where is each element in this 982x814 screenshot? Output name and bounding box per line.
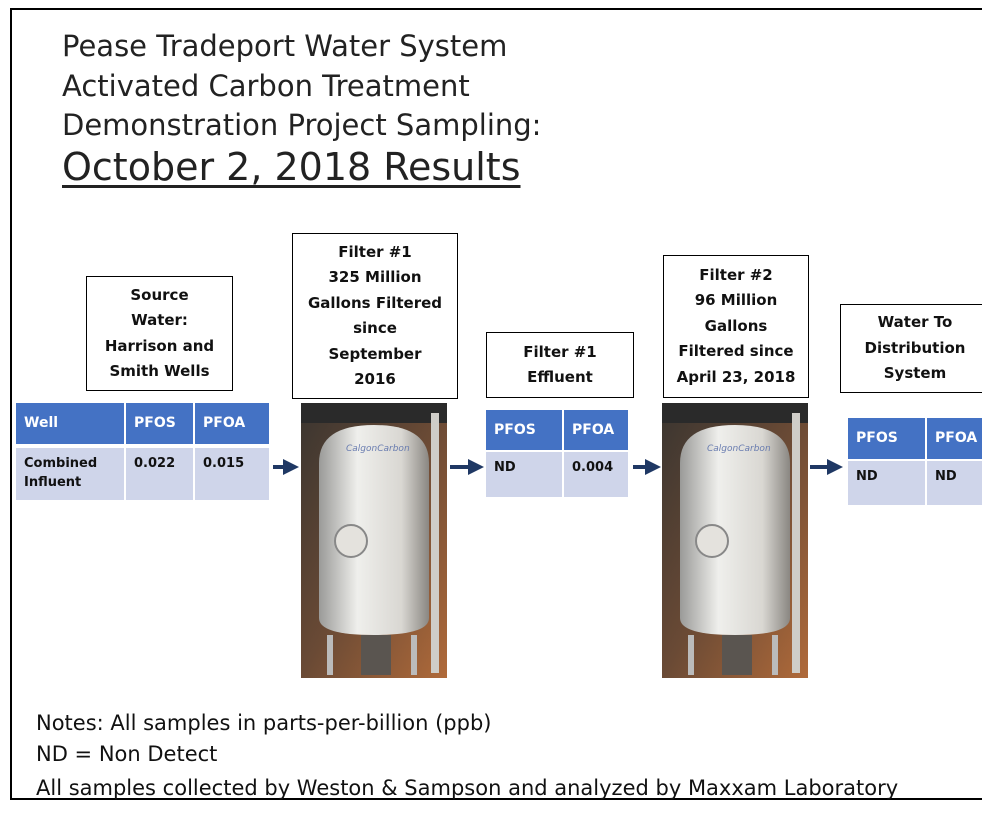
table-cell: ND bbox=[486, 452, 562, 497]
table-header-cell: PFOS bbox=[486, 410, 562, 450]
table-cell: Combined Influent bbox=[16, 448, 124, 500]
label-line: September bbox=[329, 342, 422, 368]
label-line: Water To bbox=[878, 310, 953, 336]
table-header-cell: PFOA bbox=[195, 403, 269, 444]
note-line: Notes: All samples in parts-per-billion … bbox=[36, 713, 491, 734]
title-line: Demonstration Project Sampling: bbox=[62, 111, 541, 140]
filter-photo bbox=[662, 403, 808, 678]
label-line: Smith Wells bbox=[109, 359, 209, 385]
table-cell: 0.004 bbox=[564, 452, 628, 497]
label-line: Effluent bbox=[527, 365, 593, 391]
label-line: 96 Million bbox=[695, 288, 778, 314]
filter-photo bbox=[301, 403, 447, 678]
label-line: Filter #2 bbox=[699, 263, 773, 289]
label-line: Filter #1 bbox=[338, 240, 412, 266]
label-line: Water: bbox=[131, 308, 188, 334]
label-line: 2016 bbox=[354, 367, 396, 393]
label-line: Filtered since bbox=[678, 339, 793, 365]
title-line: Activated Carbon Treatment bbox=[62, 72, 470, 101]
label-line: Gallons Filtered bbox=[308, 291, 442, 317]
table-header-cell: PFOS bbox=[126, 403, 193, 444]
title-line: Pease Tradeport Water System bbox=[62, 32, 507, 61]
table-header-cell: Well bbox=[16, 403, 124, 444]
table-header-cell: PFOS bbox=[848, 418, 925, 459]
label-line: System bbox=[884, 361, 946, 387]
table-header-cell: PFOA bbox=[564, 410, 628, 450]
label-line: 325 Million bbox=[328, 265, 421, 291]
note-line: ND = Non Detect bbox=[36, 744, 217, 765]
table-cell: ND bbox=[927, 461, 982, 505]
label-line: Source bbox=[130, 283, 188, 309]
label-line: April 23, 2018 bbox=[677, 365, 796, 391]
title-date: October 2, 2018 Results bbox=[62, 148, 521, 186]
label-line: Distribution bbox=[865, 336, 966, 362]
page: {"title": {"lines": ["Pease Tradeport Wa… bbox=[0, 0, 982, 814]
note-line: All samples collected by Weston & Sampso… bbox=[36, 778, 898, 799]
table-cell: ND bbox=[848, 461, 925, 505]
table-cell: 0.015 bbox=[195, 448, 269, 500]
label-line: Gallons bbox=[705, 314, 768, 340]
label-line: since bbox=[353, 316, 397, 342]
table-cell: 0.022 bbox=[126, 448, 193, 500]
table-header-cell: PFOA bbox=[927, 418, 982, 459]
label-line: Filter #1 bbox=[523, 340, 597, 366]
label-line: Harrison and bbox=[105, 334, 214, 360]
